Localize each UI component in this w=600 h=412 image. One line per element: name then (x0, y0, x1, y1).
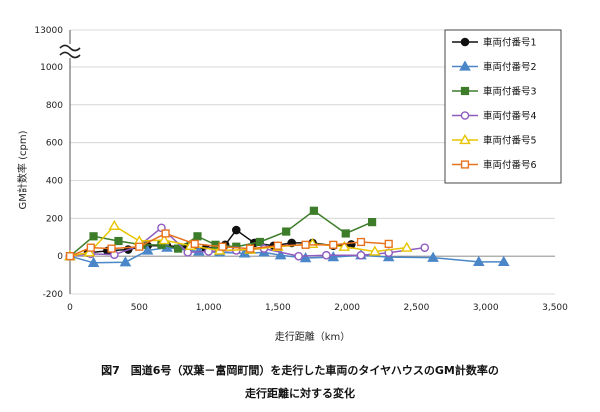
x-tick-label: 2,500 (404, 303, 430, 313)
x-tick-label: 2,000 (334, 303, 360, 313)
y-tick-label: 200 (46, 214, 63, 224)
y-axis-title: GM計数率 (cpm) (16, 130, 29, 209)
data-point (190, 239, 199, 248)
legend-swatch-marker (459, 133, 471, 145)
data-point (274, 249, 287, 260)
data-point (384, 239, 393, 248)
data-point (294, 251, 303, 261)
y-tick-labels: -200 0 200 400 600 800 1000 13000 (34, 26, 63, 300)
legend-swatch-marker (460, 111, 470, 120)
figure-caption-line2: 走行距離に対する変化 (245, 387, 355, 400)
data-point (193, 232, 202, 241)
legend: 車両付番号1 車両付番号2 車両付番号3 車両付番号4 車両付番号5 車両付番号6 (444, 29, 562, 184)
data-point (158, 234, 171, 245)
data-point (193, 245, 205, 256)
y-tick-label: 0 (57, 252, 63, 262)
x-tick-labels: 0 500 1,000 1,500 2,000 2,500 3,000 3,500 (67, 303, 568, 313)
legend-label: 車両付番号2 (483, 61, 537, 73)
data-point (83, 246, 96, 257)
x-tick-label: 1,500 (265, 303, 291, 313)
data-point (89, 232, 98, 241)
x-tick-label: 3,500 (542, 303, 568, 313)
legend-label: 車両付番号3 (483, 86, 537, 98)
data-point (497, 255, 510, 266)
y-tick-label: 400 (46, 177, 63, 187)
legend-label: 車両付番号4 (483, 110, 537, 122)
data-point (309, 206, 318, 215)
x-tick-label: 1,000 (196, 303, 222, 313)
data-point (161, 229, 170, 238)
x-axis-title: 走行距離（km） (275, 330, 351, 343)
legend-item-2: 車両付番号2 (452, 60, 537, 73)
axis-break-mask (58, 44, 82, 58)
series-3 (65, 206, 377, 261)
data-point (427, 251, 439, 262)
y-tick-label: 600 (46, 139, 63, 149)
data-point (327, 251, 340, 262)
legend-box (444, 29, 562, 184)
data-point (107, 244, 116, 253)
data-point (356, 237, 366, 247)
data-point (246, 244, 255, 253)
legend-item-1: 車両付番号1 (452, 37, 537, 49)
data-point (65, 252, 75, 261)
legend-swatch-marker (460, 160, 470, 169)
data-point (173, 244, 183, 253)
data-point (367, 218, 377, 227)
data-point (472, 255, 485, 266)
data-point (135, 242, 144, 251)
data-point (341, 229, 350, 238)
data-point (231, 225, 241, 235)
legend-item-3: 車両付番号3 (452, 86, 537, 98)
x-tick-label: 500 (131, 303, 148, 313)
axis-break (58, 44, 82, 59)
data-point (211, 240, 220, 249)
data-point (299, 252, 312, 263)
data-point (356, 250, 366, 260)
legend-item-6: 車両付番号6 (452, 159, 537, 171)
y-tick-label: -200 (43, 290, 64, 300)
x-tick-label: 3,000 (473, 303, 499, 313)
data-point (329, 240, 338, 249)
data-point (108, 219, 121, 231)
legend-swatch-marker (459, 60, 471, 71)
legend-item-5: 車両付番号5 (452, 133, 537, 147)
data-point (301, 240, 310, 249)
legend-label: 車両付番号1 (483, 37, 537, 49)
data-point (119, 256, 132, 267)
y-tick-label: 1000 (40, 63, 63, 73)
data-point (273, 241, 282, 250)
series-line (69, 246, 504, 264)
data-point (338, 240, 351, 251)
data-point (282, 227, 291, 236)
axis-break-wave (59, 51, 81, 59)
legend-swatch-marker (460, 37, 470, 47)
axis-break-wave (59, 44, 81, 52)
data-point (322, 250, 331, 260)
data-point (420, 243, 430, 252)
data-point (86, 243, 95, 252)
series-6 (65, 229, 393, 261)
series-layer (64, 206, 510, 267)
legend-item-4: 車両付番号4 (452, 110, 537, 122)
data-point (400, 241, 413, 252)
legend-label: 車両付番号6 (483, 159, 537, 171)
figure-caption-line1: 図7 国道6号（双葉－富岡町間）を走行した車両のタイヤハウスのGM計数率の (101, 364, 499, 377)
data-point (218, 242, 227, 251)
data-point (87, 256, 100, 267)
data-point (255, 237, 264, 247)
data-point (114, 236, 123, 246)
legend-swatch-marker (460, 86, 470, 96)
y-tick-label: 800 (46, 101, 63, 111)
data-point (369, 245, 381, 256)
y-tick-label-break-top: 13000 (34, 26, 63, 36)
data-point (141, 244, 154, 255)
x-tick-label: 0 (67, 303, 73, 313)
legend-label: 車両付番号5 (483, 135, 537, 147)
